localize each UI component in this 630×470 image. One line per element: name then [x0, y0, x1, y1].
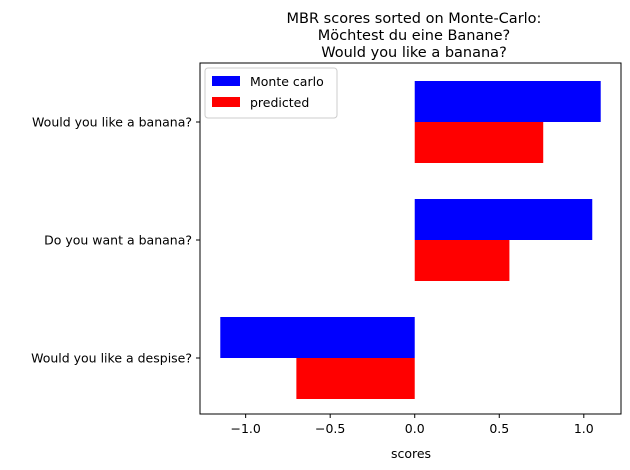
- bars-group: [220, 81, 601, 399]
- bar-predicted-2: [414, 240, 510, 281]
- chart-title-line-3: Would you like a banana?: [321, 45, 507, 61]
- y-axis-ticks: Would you like a banana? Do you want a ba…: [31, 115, 200, 366]
- x-axis-label: scores: [391, 446, 431, 461]
- y-tick-label: Would you like a despise?: [31, 351, 192, 366]
- x-tick-label: 0.0: [405, 421, 425, 436]
- legend: Monte carlo predicted: [204, 67, 338, 119]
- chart-title-line-2: Möchtest du eine Banane?: [318, 28, 510, 44]
- bar-monte-carlo-1: [414, 81, 601, 122]
- bar-monte-carlo-2: [414, 199, 593, 240]
- plot-frame: [199, 62, 622, 415]
- legend-label: predicted: [250, 95, 309, 110]
- x-axis-ticks: −1.0 −0.5 0.0 0.5 1.0: [230, 414, 594, 436]
- x-tick-label: −1.0: [230, 421, 260, 436]
- bar-predicted-3: [296, 358, 415, 399]
- x-tick-label: 0.5: [489, 421, 509, 436]
- legend-label: Monte carlo: [250, 74, 324, 89]
- chart-title-line-1: MBR scores sorted on Monte-Carlo:: [287, 11, 542, 27]
- y-tick-label: Would you like a banana?: [32, 115, 192, 130]
- x-tick-label: −0.5: [315, 421, 345, 436]
- bar-monte-carlo-3: [220, 317, 415, 358]
- bar-predicted-1: [414, 122, 544, 163]
- y-tick-label: Do you want a banana?: [44, 233, 192, 248]
- legend-swatch: [212, 97, 240, 107]
- x-tick-label: 1.0: [574, 421, 594, 436]
- legend-swatch: [212, 76, 240, 86]
